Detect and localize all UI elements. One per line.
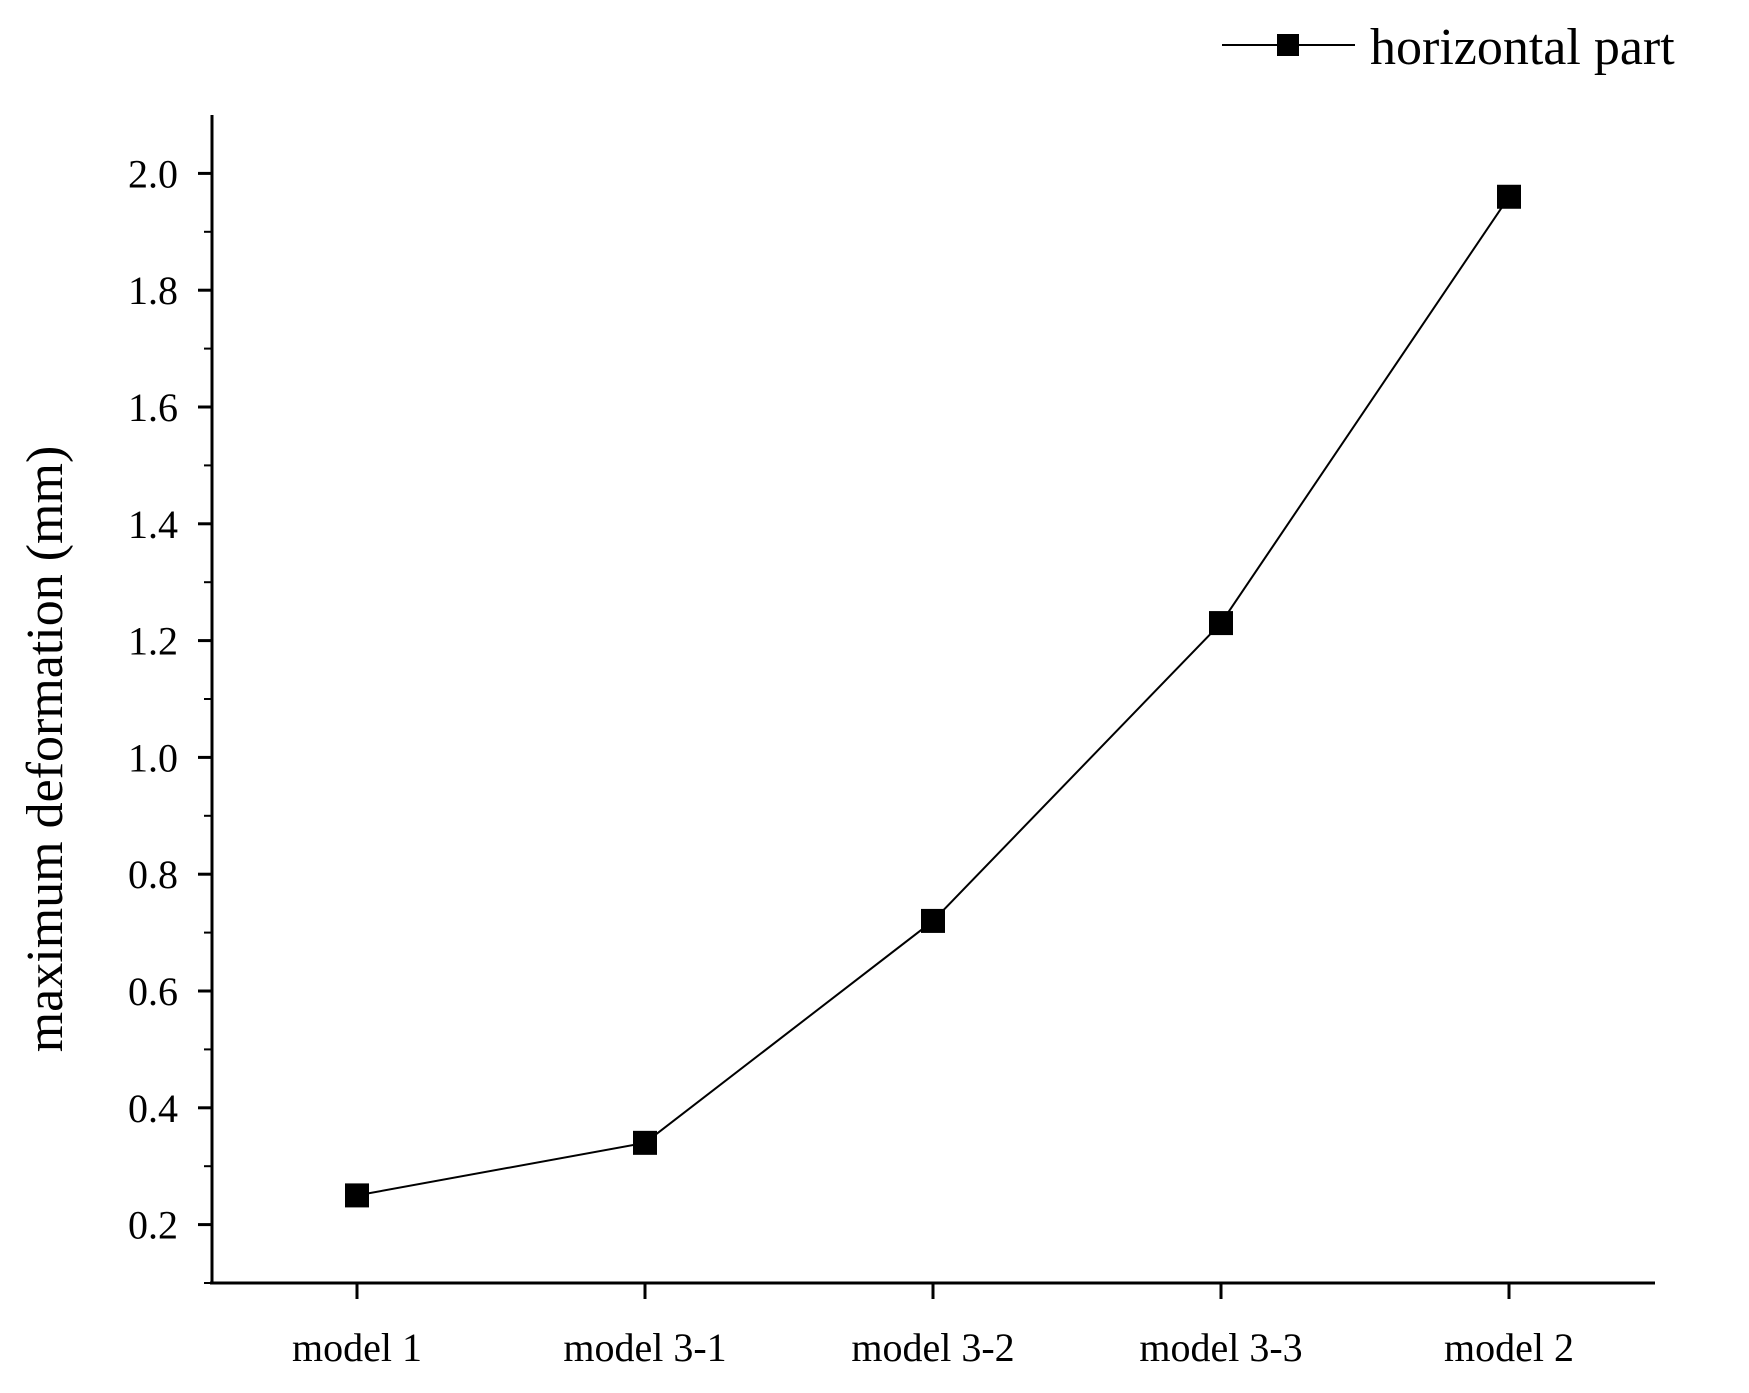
y-ticks: 0.2 0.4 0.6 0.8 1.0 1.2 1.4 1.6 1.8 2.0 bbox=[128, 151, 212, 1284]
y-tick-label: 0.6 bbox=[128, 969, 178, 1014]
axes bbox=[210, 115, 1655, 1285]
data-point-marker bbox=[1497, 184, 1521, 209]
legend: horizontal part bbox=[1222, 19, 1675, 76]
x-tick-label: model 1 bbox=[292, 1325, 422, 1370]
series-line-segment bbox=[644, 920, 934, 1144]
y-tick-label: 1.4 bbox=[128, 502, 178, 547]
data-point-marker bbox=[921, 908, 945, 933]
x-tick-label: model 3-3 bbox=[1139, 1325, 1302, 1370]
legend-label: horizontal part bbox=[1370, 19, 1675, 76]
data-point-marker bbox=[345, 1183, 369, 1208]
x-tick-label: model 3-2 bbox=[851, 1325, 1014, 1370]
x-tick-label: model 3-1 bbox=[563, 1325, 726, 1370]
series-line-segment bbox=[932, 622, 1222, 922]
series-line-segment bbox=[1220, 196, 1510, 624]
x-tick-label: model 2 bbox=[1444, 1325, 1574, 1370]
legend-marker-square bbox=[1277, 34, 1299, 56]
data-point-marker bbox=[633, 1130, 657, 1155]
y-tick-label: 0.4 bbox=[128, 1086, 178, 1131]
y-tick-label: 0.8 bbox=[128, 852, 178, 897]
y-tick-label: 1.2 bbox=[128, 619, 178, 664]
series-line-segment bbox=[356, 1141, 646, 1197]
series-layer bbox=[345, 184, 1521, 1208]
y-tick-label: 1.6 bbox=[128, 385, 178, 430]
data-point-marker bbox=[1209, 611, 1233, 636]
y-tick-label: 2.0 bbox=[128, 151, 178, 196]
y-axis-title: maximum deformation (mm) bbox=[17, 446, 74, 1053]
y-tick-label: 1.8 bbox=[128, 268, 178, 313]
y-tick-label: 0.2 bbox=[128, 1203, 178, 1248]
y-tick-label: 1.0 bbox=[128, 735, 178, 780]
x-ticks: model 1 model 3-1 model 3-2 model 3-3 model … bbox=[292, 1283, 1574, 1370]
